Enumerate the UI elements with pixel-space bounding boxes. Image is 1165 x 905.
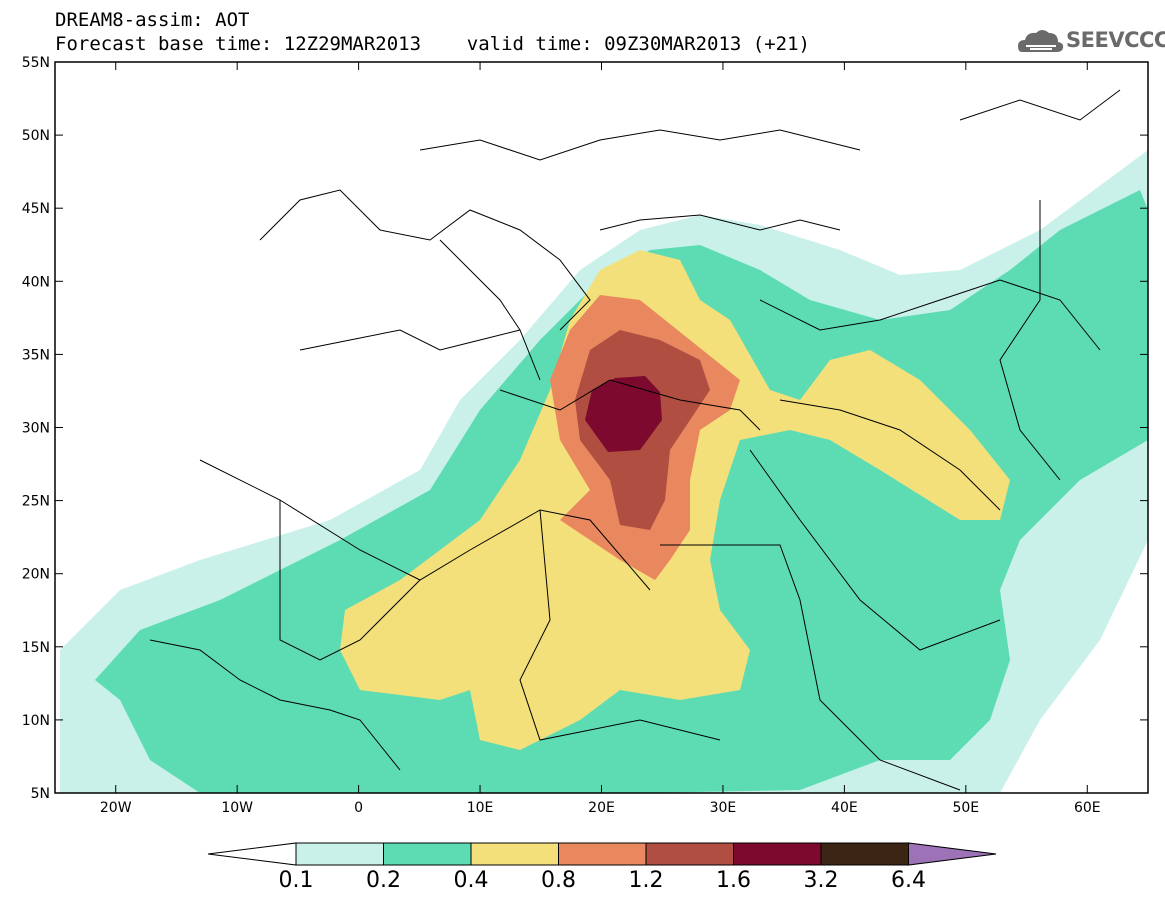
country-borders [149,89,1121,791]
lon-label: 10W [221,800,253,816]
colorbar-level-label: 1.6 [716,868,751,893]
colorbar-segment [558,842,647,866]
lat-label: 25N [22,494,50,510]
lon-label: 40E [831,800,858,816]
lon-label: 50E [952,800,979,816]
colorbar-level-label: 3.2 [804,868,839,893]
lon-label: 30E [710,800,737,816]
colorbar-level-label: 0.1 [279,868,314,893]
colorbar-level-label: 0.2 [366,868,401,893]
longitude-axis: 20W 10W 0 10E 20E 30E 40E 50E 60E [100,62,1101,816]
colorbar-level-label: 1.2 [629,868,664,893]
colorbar-max-arrow [908,842,997,866]
colorbar-segment [645,842,734,866]
colorbar: 0.1 0.2 0.4 0.8 1.2 1.6 3.2 6.4 [207,842,997,893]
lon-label: 0 [354,800,363,816]
lat-label: 35N [22,347,50,363]
colorbar-segment [383,842,472,866]
aot-level-0.2b [1040,250,1148,420]
lon-label: 20E [588,800,615,816]
colorbar-level-label: 0.4 [454,868,489,893]
lat-label: 10N [22,713,50,729]
lat-label: 55N [22,55,50,71]
lat-label: 15N [22,640,50,656]
colorbar-min-arrow [207,842,297,866]
latitude-axis: 55N 50N 45N 40N 35N 30N 25N 20N 15N 10N 5N [22,55,1148,802]
map-title: DREAM8-assim: AOT [55,9,250,31]
aot-contour-fields [55,62,1148,793]
lat-label: 20N [22,567,50,583]
colorbar-segment [295,842,384,866]
lat-label: 40N [22,274,50,290]
colorbar-level-label: 6.4 [891,868,926,893]
colorbar-segment [470,842,559,866]
cloud-icon [1018,30,1064,52]
aot-level-1.6 [585,376,662,452]
forecast-time-subtitle: Forecast base time: 12Z29MAR2013 valid t… [55,33,810,55]
logo-text: SEEVCCC [1066,28,1165,52]
lon-label: 20W [100,800,132,816]
colorbar-level-label: 0.8 [541,868,576,893]
lat-label: 50N [22,128,50,144]
lat-label: 30N [22,421,50,437]
colorbar-segment [820,842,909,866]
lat-label: 5N [31,786,50,802]
lon-label: 60E [1074,800,1101,816]
colorbar-segment [733,842,822,866]
lat-label: 45N [22,201,50,217]
lon-label: 10E [467,800,494,816]
